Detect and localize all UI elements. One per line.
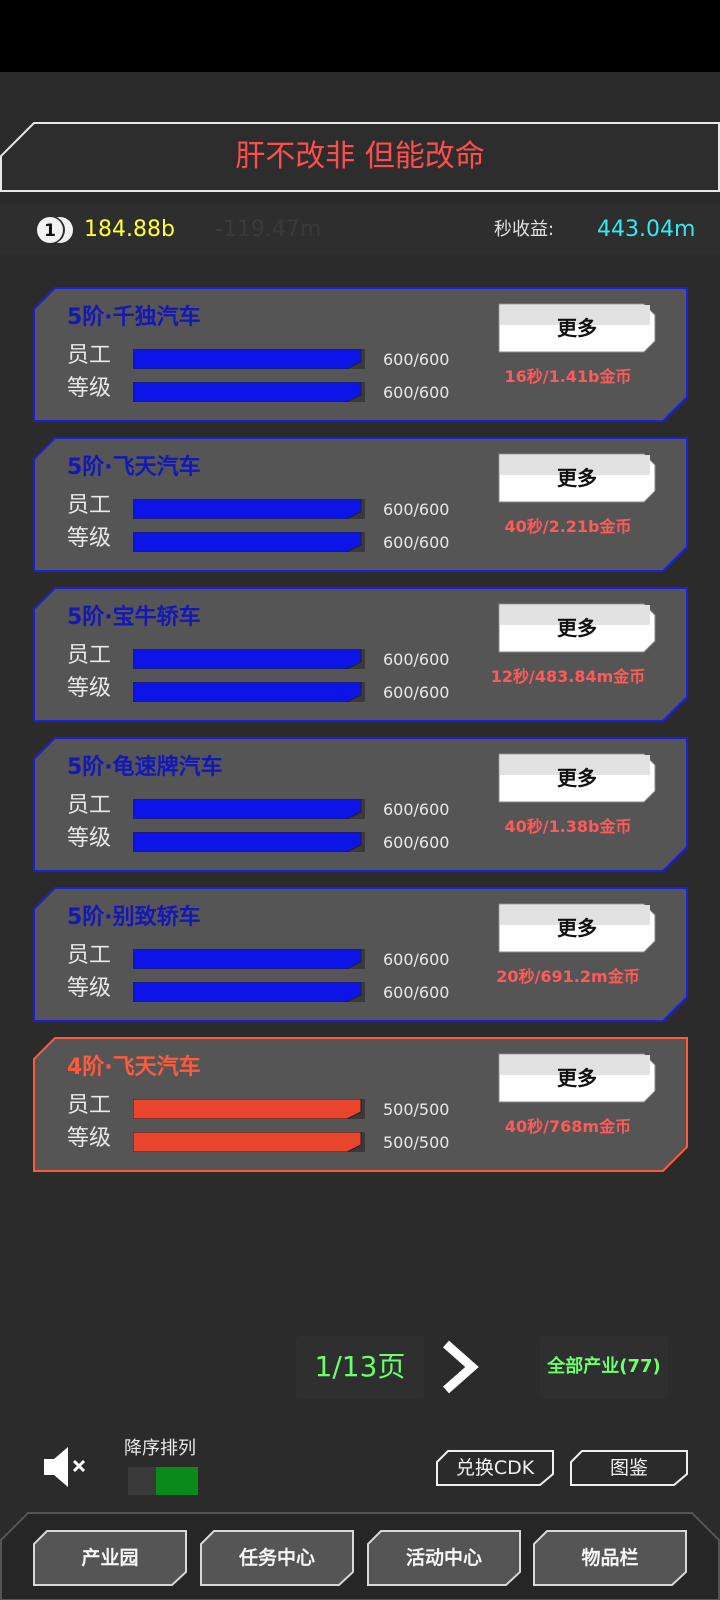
- staff-progress-bar: [133, 1099, 365, 1119]
- nav-industry-park-label: 产业园: [81, 1547, 139, 1569]
- level-progress-bar: [133, 532, 365, 552]
- card-title: 5阶·千独汽车: [67, 305, 201, 330]
- staff-progress-bar: [133, 799, 365, 819]
- level-label: 等级: [67, 676, 112, 701]
- staff-label: 员工: [67, 793, 112, 818]
- income-rate: 40秒/768m金币: [504, 1117, 632, 1136]
- coin-1-icon: 1: [37, 216, 73, 244]
- industry-card: 5阶·别致轿车 员工 600/600 等级 600/600 更多 20秒/691.2m金币: [33, 887, 688, 1022]
- level-value: 500/500: [383, 1133, 450, 1152]
- speaker-muted-icon[interactable]: [40, 1444, 90, 1490]
- more-button-label: 更多: [557, 916, 597, 940]
- nav-task-center[interactable]: 任务中心: [200, 1530, 354, 1586]
- more-button-label: 更多: [557, 616, 597, 640]
- income-rate: 40秒/2.21b金币: [504, 517, 632, 536]
- level-value: 600/600: [383, 983, 450, 1002]
- staff-value: 600/600: [383, 800, 450, 819]
- level-progress-bar: [133, 832, 365, 852]
- level-label: 等级: [67, 1126, 112, 1151]
- nav-inventory[interactable]: 物品栏: [533, 1530, 687, 1586]
- stats-bar: 1 184.88b -119.47m 秒收益: 443.04m: [0, 204, 720, 254]
- nav-event-center-label: 活动中心: [405, 1547, 482, 1569]
- level-progress-bar: [133, 982, 365, 1002]
- more-button[interactable]: 更多: [498, 303, 656, 353]
- more-button[interactable]: 更多: [498, 453, 656, 503]
- banner-title: 肝不改非 但能改命: [235, 139, 485, 174]
- more-button[interactable]: 更多: [498, 753, 656, 803]
- income-rate: 40秒/1.38b金币: [504, 817, 632, 836]
- more-button[interactable]: 更多: [498, 603, 656, 653]
- staff-label: 员工: [67, 343, 112, 368]
- industry-card: 5阶·飞天汽车 员工 600/600 等级 600/600 更多 40秒/2.21b金币: [33, 437, 688, 572]
- staff-progress-bar: [133, 349, 365, 369]
- staff-value: 600/600: [383, 950, 450, 969]
- staff-label: 员工: [67, 1093, 112, 1118]
- staff-label: 员工: [67, 493, 112, 518]
- level-progress-bar: [133, 682, 365, 702]
- staff-value: 600/600: [383, 500, 450, 519]
- level-label: 等级: [67, 826, 112, 851]
- income-rate: 20秒/691.2m金币: [496, 967, 640, 986]
- redeem-cdk-button[interactable]: 兑换CDK: [436, 1450, 554, 1486]
- income-rate: 16秒/1.41b金币: [504, 367, 632, 386]
- all-industries-button[interactable]: 全部产业(77): [540, 1336, 668, 1398]
- sort-toggle[interactable]: [128, 1467, 198, 1495]
- level-label: 等级: [67, 976, 112, 1001]
- level-value: 600/600: [383, 383, 450, 402]
- level-label: 等级: [67, 376, 112, 401]
- more-button-label: 更多: [557, 466, 597, 490]
- nav-task-center-label: 任务中心: [238, 1547, 315, 1569]
- level-value: 600/600: [383, 833, 450, 852]
- level-value: 600/600: [383, 533, 450, 552]
- chevron-right-icon[interactable]: [440, 1340, 480, 1394]
- income-label: 秒收益:: [494, 219, 555, 240]
- banner: 肝不改非 但能改命: [0, 122, 720, 192]
- staff-label: 员工: [67, 643, 112, 668]
- level-label: 等级: [67, 526, 112, 551]
- industry-card: 4阶·飞天汽车 员工 500/500 等级 500/500 更多 40秒/768m金币: [33, 1037, 688, 1172]
- staff-progress-bar: [133, 499, 365, 519]
- page-indicator: 1/13页: [296, 1336, 424, 1398]
- card-title: 5阶·别致轿车: [67, 905, 201, 930]
- top-status-bar: [0, 0, 720, 72]
- level-progress-bar: [133, 382, 365, 402]
- redeem-cdk-label: 兑换CDK: [455, 1457, 535, 1479]
- card-title: 5阶·龟速牌汽车: [67, 755, 223, 780]
- industry-card: 5阶·千独汽车 员工 600/600 等级 600/600 更多 16秒/1.41b金币: [33, 287, 688, 422]
- card-title: 5阶·飞天汽车: [67, 455, 201, 480]
- faded-change-value: -119.47m: [215, 217, 322, 242]
- sort-label: 降序排列: [124, 1438, 196, 1459]
- industry-card: 5阶·龟速牌汽车 员工 600/600 等级 600/600 更多 40秒/1.38b金币: [33, 737, 688, 872]
- more-button[interactable]: 更多: [498, 903, 656, 953]
- nav-industry-park[interactable]: 产业园: [33, 1530, 187, 1586]
- level-progress-bar: [133, 1132, 365, 1152]
- level-value: 600/600: [383, 683, 450, 702]
- staff-label: 员工: [67, 943, 112, 968]
- card-title: 5阶·宝牛轿车: [67, 605, 201, 630]
- more-button-label: 更多: [557, 766, 597, 790]
- staff-progress-bar: [133, 949, 365, 969]
- gallery-label: 图鉴: [609, 1457, 648, 1479]
- staff-value: 600/600: [383, 350, 450, 369]
- nav-event-center[interactable]: 活动中心: [367, 1530, 521, 1586]
- more-button-label: 更多: [557, 1066, 597, 1090]
- nav-inventory-label: 物品栏: [581, 1547, 639, 1569]
- income-rate: 12秒/483.84m金币: [490, 667, 646, 686]
- coin-balance: 184.88b: [84, 217, 175, 242]
- more-button[interactable]: 更多: [498, 1053, 656, 1103]
- card-title: 4阶·飞天汽车: [67, 1055, 201, 1080]
- more-button-label: 更多: [557, 316, 597, 340]
- income-value: 443.04m: [597, 217, 696, 242]
- staff-value: 500/500: [383, 1100, 450, 1119]
- staff-progress-bar: [133, 649, 365, 669]
- staff-value: 600/600: [383, 650, 450, 669]
- gallery-button[interactable]: 图鉴: [570, 1450, 688, 1486]
- coin-icon-label: 1: [44, 221, 56, 241]
- industry-card: 5阶·宝牛轿车 员工 600/600 等级 600/600 更多 12秒/483.84m金币: [33, 587, 688, 722]
- banner-frame: [0, 122, 720, 192]
